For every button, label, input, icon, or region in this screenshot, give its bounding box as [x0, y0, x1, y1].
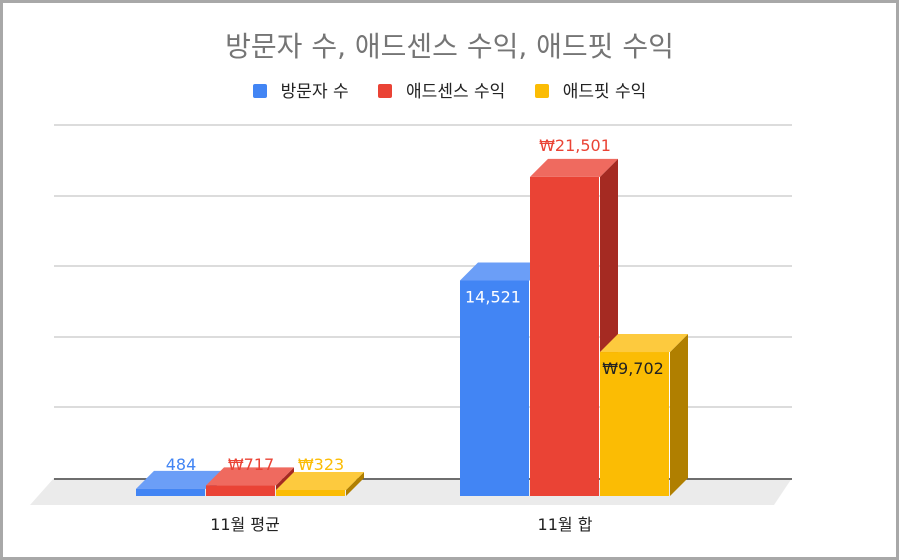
bar-top — [276, 472, 364, 490]
data-label: ₩717 — [228, 455, 274, 474]
legend-item-adfit[interactable]: 애드핏 수익 — [534, 77, 647, 102]
bar-top — [460, 262, 548, 281]
chart-title: 방문자 수, 애드센스 수익, 애드핏 수익 — [225, 30, 674, 63]
legend-item-visitors[interactable]: 방문자 수 — [252, 77, 349, 102]
legend-swatch-adfit — [534, 84, 549, 98]
bar — [600, 352, 669, 496]
bar — [206, 485, 275, 496]
bar-top — [206, 467, 294, 486]
data-label: 484 — [166, 455, 197, 474]
category-label: 11월 평균 — [210, 515, 280, 534]
bar-top — [600, 334, 688, 353]
bar-top — [136, 470, 224, 489]
bar-side — [670, 334, 688, 496]
data-label: ₩9,702 — [602, 359, 664, 378]
legend-label-adsense: 애드센스 수익 — [406, 82, 506, 102]
data-label: ₩21,501 — [539, 136, 611, 155]
legend: 방문자 수 애드센스 수익 애드핏 수익 — [3, 77, 896, 102]
legend-label-adfit: 애드핏 수익 — [562, 82, 647, 102]
bar-top — [530, 158, 618, 177]
legend-swatch-adsense — [378, 84, 393, 98]
bar — [276, 490, 345, 496]
bar — [530, 176, 599, 496]
bar — [460, 280, 529, 496]
bar-side — [346, 472, 364, 496]
legend-label-visitors: 방문자 수 — [280, 82, 349, 102]
data-label: ₩323 — [298, 455, 344, 474]
category-label: 11월 합 — [538, 515, 593, 534]
data-label: 14,521 — [465, 288, 521, 307]
legend-item-adsense[interactable]: 애드센스 수익 — [378, 77, 505, 102]
legend-swatch-visitors — [252, 84, 267, 98]
bar — [136, 488, 205, 496]
